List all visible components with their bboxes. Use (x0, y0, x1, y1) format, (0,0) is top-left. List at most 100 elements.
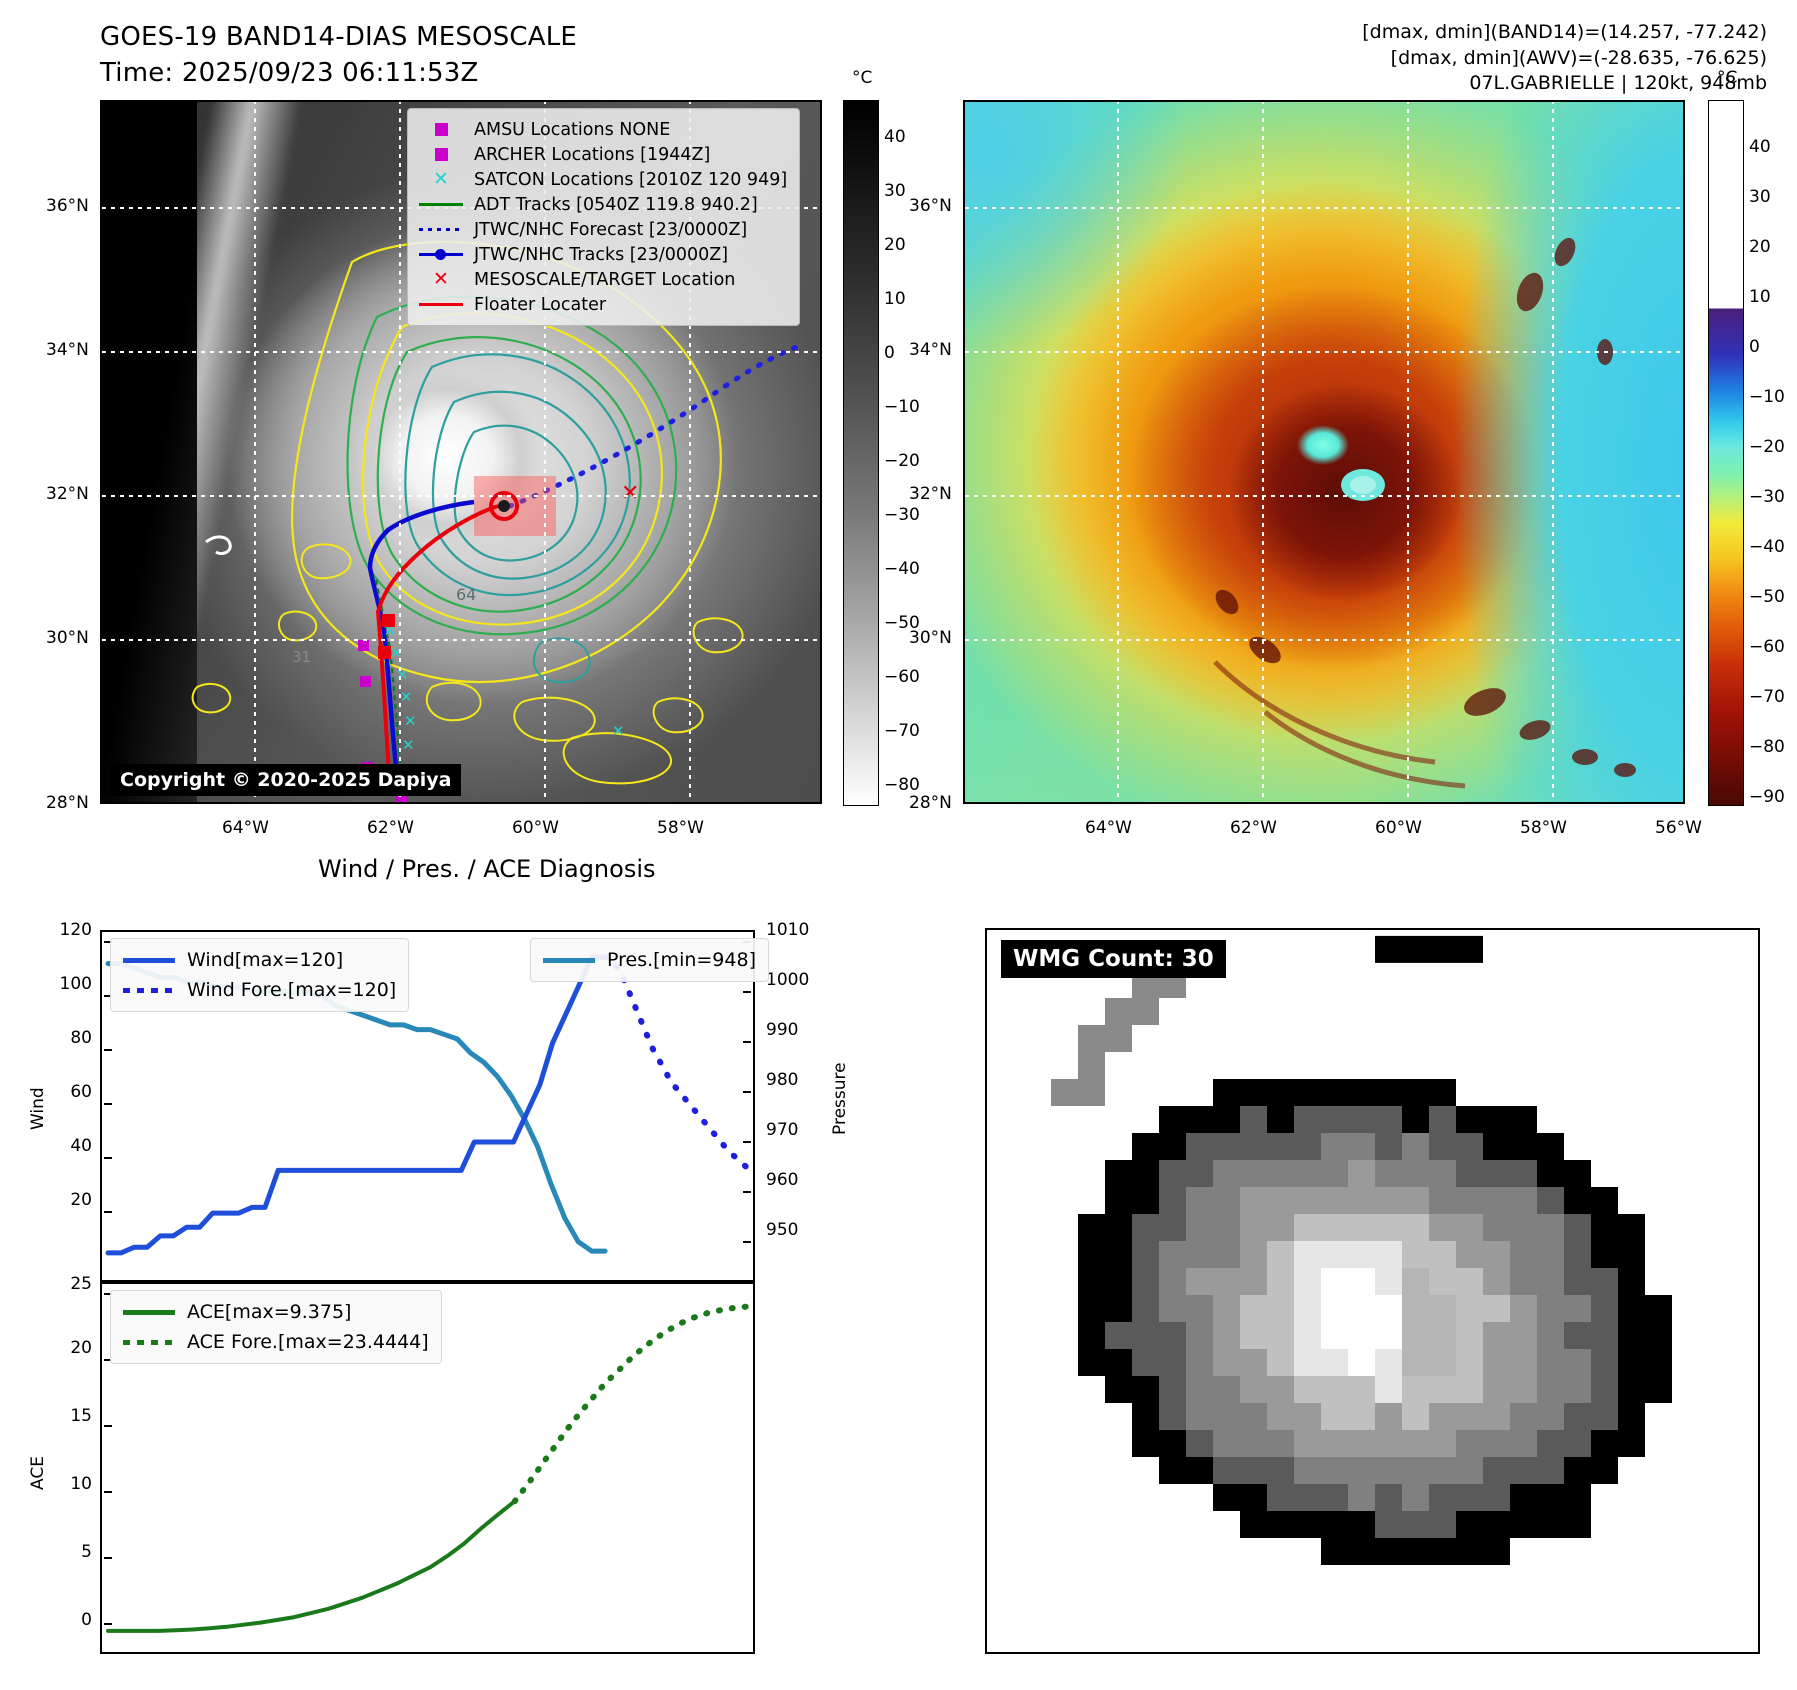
ace-tick: 15 (70, 1406, 92, 1426)
bd-lon-tick: 64°W (1085, 818, 1132, 838)
cb-tick: 20 (1749, 237, 1771, 257)
pres-tick: 960 (766, 1170, 799, 1190)
ir-dark-limb (102, 102, 197, 802)
pres-tick: 1010 (766, 920, 810, 940)
cb-tick: −50 (884, 613, 920, 633)
copyright-notice: Copyright © 2020-2025 Dapiya (110, 764, 462, 796)
bd-grid-line-h (965, 207, 1683, 209)
legend-item-jtwc-forecast[interactable]: JTWC/NHC Forecast [23/0000Z] (418, 217, 787, 242)
legend-label: Pres.[min=948] (607, 949, 756, 971)
legend-item-wind-forecast[interactable]: Wind Fore.[max=120] (123, 975, 396, 1005)
ir-lon-tick: 62°W (367, 818, 414, 838)
cb-tick: 40 (1749, 137, 1771, 157)
cb-tick: 30 (1749, 187, 1771, 207)
ir-lat-tick: 34°N (46, 340, 89, 360)
cb-tick: −90 (1749, 787, 1785, 807)
ir-lat-tick: 36°N (46, 196, 89, 216)
bd-grid-line-v (1117, 102, 1119, 802)
bd-lon-tick: 62°W (1230, 818, 1277, 838)
cb-tick: −60 (1749, 637, 1785, 657)
ir-panel-time: Time: 2025/09/23 06:11:53Z (100, 58, 479, 88)
legend-label: JTWC/NHC Forecast [23/0000Z] (474, 219, 748, 240)
wind-forecast-dotted-icon (123, 987, 175, 993)
ace-forecast-dotted-icon (123, 1339, 175, 1345)
bd-lat-tick: 28°N (909, 793, 952, 813)
cb-tick: 0 (884, 343, 895, 363)
cb-tick: −70 (1749, 687, 1785, 707)
ir-satellite-map[interactable]: ✕✕✕ ✕✕✕ ✕✕✕ ✕ 64 31 Copyright © 2020-202… (100, 100, 822, 804)
ir-grid-line-h (102, 639, 820, 641)
legend-item-wind[interactable]: Wind[max=120] (123, 945, 396, 975)
svg-text:✕: ✕ (400, 688, 413, 706)
legend-item-amsu[interactable]: AMSU Locations NONE (418, 117, 787, 142)
cb-tick: −10 (884, 397, 920, 417)
legend-item-jtwc-tracks[interactable]: JTWC/NHC Tracks [23/0000Z] (418, 242, 787, 267)
bd-colorbar-ticks: 40 30 20 10 0 −10 −20 −30 −40 −50 −60 −7… (1749, 100, 1797, 807)
ir-lon-tick: 64°W (222, 818, 269, 838)
wmg-grid (1051, 935, 1672, 1565)
ace-chart[interactable] (100, 1282, 755, 1654)
legend-item-floater-locater[interactable]: Floater Locater (418, 292, 787, 317)
legend-label: Wind Fore.[max=120] (187, 979, 397, 1001)
bd-colorbar-title: °C (1717, 68, 1738, 88)
wind-axis-ticks: 120 100 80 60 40 20 (40, 920, 98, 1282)
legend-item-mesoscale-target[interactable]: ✕ MESOSCALE/TARGET Location (418, 267, 787, 292)
wind-tick: 80 (70, 1028, 92, 1048)
legend-item-archer[interactable]: ARCHER Locations [1944Z] (418, 142, 787, 167)
ir-lon-tick: 60°W (512, 818, 559, 838)
pres-tick: 950 (766, 1220, 799, 1240)
cb-tick: −20 (1749, 437, 1785, 457)
wind-tick: 20 (70, 1190, 92, 1210)
legend-label: ARCHER Locations [1944Z] (474, 144, 711, 165)
cb-tick: 10 (1749, 287, 1771, 307)
legend-label: ACE Fore.[max=23.4444] (187, 1331, 429, 1353)
legend-label: ADT Tracks [0540Z 119.8 940.2] (474, 194, 758, 215)
legend-label: ACE[max=9.375] (187, 1301, 352, 1323)
cb-tick: 10 (884, 289, 906, 309)
bd-lat-tick: 30°N (909, 628, 952, 648)
bd-grid-line-h (965, 639, 1683, 641)
diagnosis-title: Wind / Pres. / ACE Diagnosis (318, 855, 656, 883)
wind-tick: 100 (59, 974, 92, 994)
green-line-icon (418, 203, 464, 206)
ace-tick: 20 (70, 1338, 92, 1358)
dmax-dmin-awv: [dmax, dmin](AWV)=(-28.635, -76.625) (1390, 46, 1767, 69)
storm-summary: 07L.GABRIELLE | 120kt, 948mb (1469, 72, 1767, 95)
bd-cool-region-right (1443, 102, 1683, 802)
ir-lon-tick: 58°W (657, 818, 704, 838)
wmg-panel[interactable]: WMG Count: 30 (985, 928, 1760, 1654)
ir-panel-title: GOES-19 BAND14-DIAS MESOSCALE (100, 22, 578, 52)
ir-lat-tick: 30°N (46, 628, 89, 648)
legend-item-ace-forecast[interactable]: ACE Fore.[max=23.4444] (123, 1327, 429, 1357)
pres-tick: 990 (766, 1020, 799, 1040)
pres-tick: 980 (766, 1070, 799, 1090)
legend-label: MESOSCALE/TARGET Location (474, 269, 736, 290)
cb-tick: 30 (884, 181, 906, 201)
magenta-square-icon (418, 123, 464, 136)
wmg-count-badge: WMG Count: 30 (1001, 940, 1226, 978)
pressure-axis-ticks: 1010 1000 990 980 970 960 950 (760, 920, 830, 1282)
svg-text:✕: ✕ (612, 722, 625, 740)
ace-tick: 25 (70, 1274, 92, 1294)
bd-enhanced-map[interactable] (963, 100, 1685, 804)
svg-text:✕: ✕ (621, 481, 639, 506)
ir-colorbar-title: °C (852, 68, 873, 88)
svg-text:31: 31 (292, 648, 311, 666)
legend-item-ace[interactable]: ACE[max=9.375] (123, 1297, 429, 1327)
legend-item-pressure[interactable]: Pres.[min=948] (543, 945, 756, 975)
cb-tick: −30 (884, 505, 920, 525)
ir-grid-line-h (102, 351, 820, 353)
legend-item-satcon[interactable]: ✕ SATCON Locations [2010Z 120 949] (418, 167, 787, 192)
cb-tick: −80 (1749, 737, 1785, 757)
svg-text:✕: ✕ (404, 712, 417, 730)
bd-lat-tick: 32°N (909, 484, 952, 504)
ir-map-legend: AMSU Locations NONE ARCHER Locations [19… (407, 108, 801, 326)
legend-item-adt-tracks[interactable]: ADT Tracks [0540Z 119.8 940.2] (418, 192, 787, 217)
cb-tick: −40 (1749, 537, 1785, 557)
ir-grid-line-v (544, 102, 546, 802)
cyan-x-icon: ✕ (433, 168, 449, 190)
wind-axis-label: Wind (28, 1087, 48, 1130)
bd-lat-tick: 36°N (909, 196, 952, 216)
cb-tick: −60 (884, 667, 920, 687)
ir-lat-tick: 32°N (46, 484, 89, 504)
